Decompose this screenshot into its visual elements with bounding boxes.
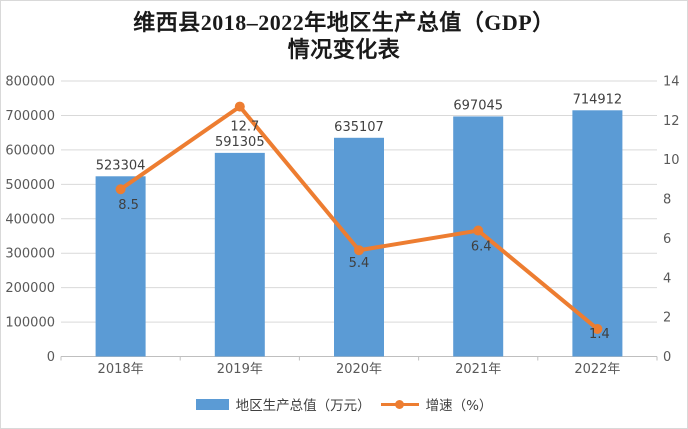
line-marker [354,245,364,256]
line-value-label: 8.5 [118,198,139,213]
y2-axis-tick-label: 10 [663,153,680,168]
y-axis-tick-label: 200000 [5,281,55,296]
y-axis-tick-label: 600000 [5,143,55,158]
x-axis-tick-label: 2022年 [574,362,620,377]
chart-title-line1: 维西县2018–2022年地区生产总值（GDP） [133,10,555,35]
y-axis-tick-label: 500000 [5,178,55,193]
line-marker [473,225,484,236]
line-value-label: 12.7 [230,120,259,135]
bar-value-label: 697045 [453,98,503,113]
y2-axis-tick-label: 0 [663,350,671,365]
y2-axis-tick-label: 8 [663,193,671,208]
bar-value-label: 591305 [215,135,265,150]
y-axis-tick-label: 300000 [5,247,55,262]
y-axis-tick-label: 100000 [5,316,55,331]
line-value-label: 6.4 [471,240,492,255]
line-value-label: 1.4 [589,327,610,342]
y2-axis-tick-label: 12 [663,114,680,129]
line-swatch-marker [394,399,404,409]
y-axis-tick-label: 800000 [5,75,55,90]
y2-axis-tick-label: 2 [663,311,671,326]
bar [214,152,265,357]
line-marker [592,323,603,334]
legend-item-growth: 增速（%） [380,394,493,414]
chart-title: 维西县2018–2022年地区生产总值（GDP） 情况变化表 [1,9,687,63]
y-axis-tick-label: 700000 [5,109,55,124]
y-axis-tick-label: 0 [47,350,55,365]
line-series-swatch [380,399,419,410]
bar-value-label: 635107 [334,120,384,135]
legend-label-gdp: 地区生产总值（万元） [235,398,371,414]
y-axis-tick-label: 400000 [5,212,55,227]
chart-title-line2: 情况变化表 [287,37,401,62]
x-axis-tick-label: 2019年 [217,362,263,377]
x-axis-tick-label: 2020年 [336,362,382,377]
y2-axis-tick-label: 4 [663,271,671,286]
bar [95,176,146,357]
legend-label-growth: 增速（%） [425,398,493,414]
x-axis-tick-label: 2018年 [98,362,144,377]
legend: 地区生产总值（万元） 增速（%） [1,394,687,414]
legend-item-gdp: 地区生产总值（万元） [195,394,371,414]
bar-value-label: 523304 [96,158,146,173]
line-marker [115,184,126,195]
y2-axis-tick-label: 14 [663,75,680,90]
x-axis-tick-label: 2021年 [455,362,501,377]
bar-series-swatch [195,398,229,410]
bar-value-label: 714912 [573,92,623,107]
line-value-label: 5.4 [349,256,370,271]
bar [453,116,504,357]
bar [572,110,623,357]
y2-axis-tick-label: 6 [663,232,671,247]
line-marker [234,101,245,112]
